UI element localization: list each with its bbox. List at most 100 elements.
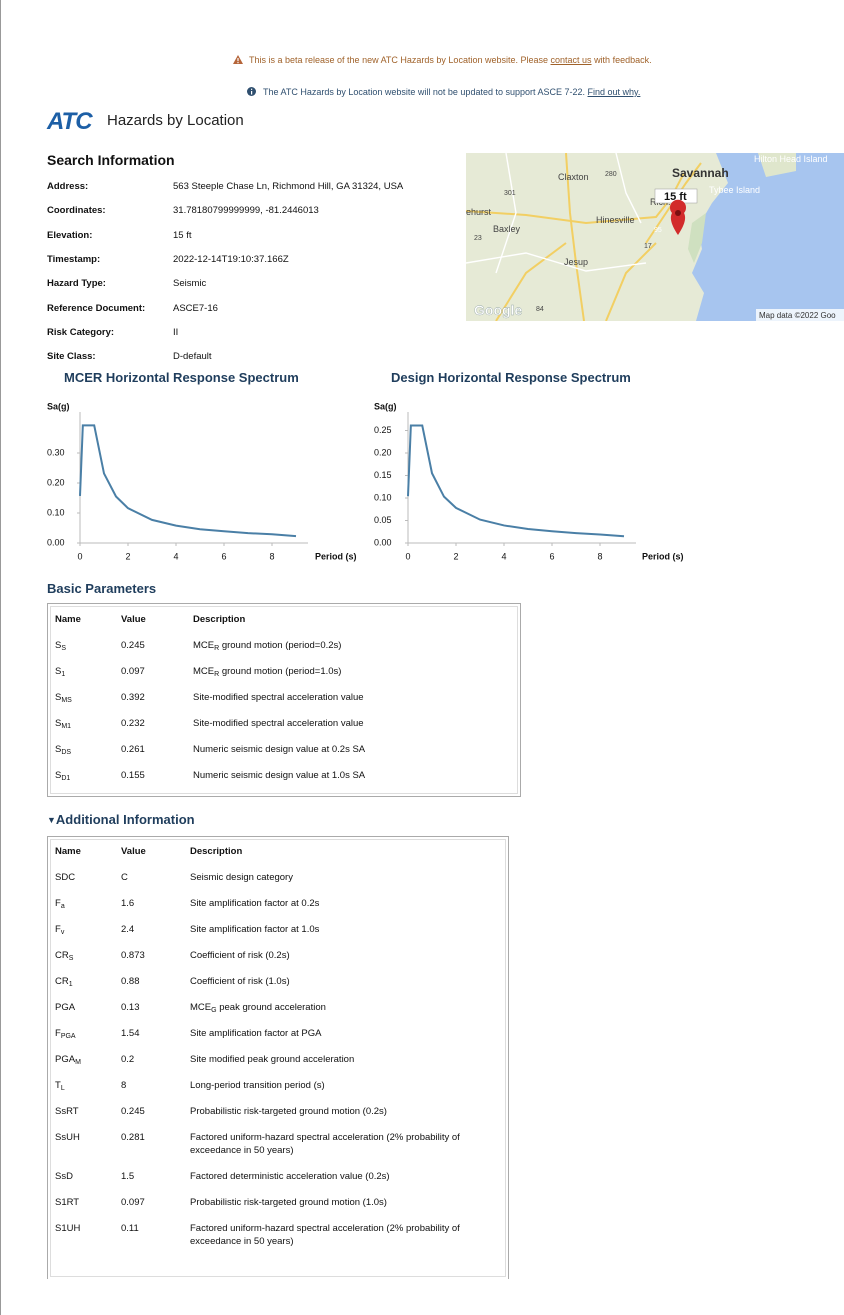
param-name: SM1 (55, 710, 121, 736)
section-title-text[interactable]: Additional Information (56, 812, 195, 827)
param-name: SD1 (55, 762, 121, 788)
cell-text: Numeric seismic design value at 1.0s SA (193, 770, 365, 781)
param-description: Probabilistic risk-targeted ground motio… (190, 1189, 490, 1215)
cell-text: Coefficient of risk (1.0s) (190, 976, 290, 987)
param-description: Site-modified spectral acceleration valu… (193, 684, 493, 710)
param-name: PGAM (55, 1046, 121, 1072)
map-label: Tybee Island (709, 185, 760, 195)
param-description: Site amplification factor at PGA (190, 1020, 490, 1046)
cell-text: Site amplification factor at 0.2s (190, 898, 319, 909)
x-tick-label: 2 (453, 551, 458, 561)
column-header: Value (121, 838, 190, 864)
param-name: SS (55, 632, 121, 658)
param-value: C (121, 864, 190, 890)
table-row: SD10.155Numeric seismic design value at … (55, 762, 493, 788)
cell-text: Site modified peak ground acceleration (190, 1054, 354, 1065)
column-header: Description (193, 606, 493, 632)
param-value: 0.281 (121, 1124, 190, 1163)
cell-text: 0.097 (121, 1197, 145, 1208)
param-value: 0.873 (121, 942, 190, 968)
cell-text: Site-modified spectral acceleration valu… (193, 718, 364, 729)
cell-text: SsRT (55, 1106, 79, 1117)
param-description: Site-modified spectral acceleration valu… (193, 710, 493, 736)
param-name: FPGA (55, 1020, 121, 1046)
table-row: S1RT0.097Probabilistic risk-targeted gro… (55, 1189, 490, 1215)
param-description: Long-period transition period (s) (190, 1072, 490, 1098)
cell-text: 0.261 (121, 744, 145, 755)
additional-table: NameValueDescriptionSDCCSeismic design c… (55, 838, 490, 1254)
param-name: SsUH (55, 1124, 121, 1163)
param-value: 0.155 (121, 762, 193, 788)
subscript: M (75, 1059, 81, 1066)
x-tick-label: 6 (221, 551, 226, 561)
x-tick-label: 0 (405, 551, 410, 561)
cell-text: PGA (55, 1002, 75, 1013)
map-label: Hilton Head Island (754, 154, 828, 164)
spectrum-line (80, 425, 296, 536)
collapse-arrow[interactable]: ▼ (47, 815, 56, 825)
text-part: ground motion (period=0.2s) (219, 640, 341, 651)
section-title[interactable]: ▼Additional Information (47, 812, 195, 827)
cell-text: C (121, 872, 128, 883)
param-value: 0.245 (121, 1098, 190, 1124)
cell-text: 1.5 (121, 1171, 134, 1182)
param-name: SsD (55, 1163, 121, 1189)
text-part: MCE (190, 1002, 211, 1013)
param-name: CRS (55, 942, 121, 968)
cell-text: 0.097 (121, 666, 145, 677)
param-value: 0.2 (121, 1046, 190, 1072)
map-attribution: Map data ©2022 Goo (759, 311, 836, 320)
x-tick-label: 4 (501, 551, 506, 561)
subscript: 1 (69, 981, 73, 988)
subscript: MS (61, 697, 72, 704)
cell-text: Numeric seismic design value at 0.2s SA (193, 744, 365, 755)
param-value: 0.261 (121, 736, 193, 762)
x-tick-label: 8 (269, 551, 274, 561)
cell-text: 1.6 (121, 898, 134, 909)
section-title: Basic Parameters (47, 581, 156, 596)
cell-text: 1.54 (121, 1028, 140, 1039)
table-row: S1UH0.11Factored uniform-hazard spectral… (55, 1215, 490, 1254)
cell-text: 0.11 (121, 1223, 139, 1234)
column-header: Name (55, 838, 121, 864)
table-row: CRS0.873Coefficient of risk (0.2s) (55, 942, 490, 968)
subscript: v (61, 929, 65, 936)
cell-text: SsD (55, 1171, 73, 1182)
text-part: CR (55, 950, 69, 961)
header-row: NameValueDescription (55, 606, 493, 632)
cell-text: 2.4 (121, 924, 134, 935)
x-tick-label: 0 (77, 551, 82, 561)
x-axis-label: Period (s) (642, 551, 684, 561)
param-name: SsRT (55, 1098, 121, 1124)
text-part: ground motion (period=1.0s) (219, 666, 341, 677)
y-tick-label: 0.05 (374, 515, 392, 525)
param-description: Numeric seismic design value at 1.0s SA (193, 762, 493, 788)
param-name: PGA (55, 994, 121, 1020)
text-part: peak ground acceleration (217, 1002, 326, 1013)
param-value: 0.097 (121, 658, 193, 684)
cell-text: 0.88 (121, 976, 140, 987)
param-value: 0.88 (121, 968, 190, 994)
param-value: 0.232 (121, 710, 193, 736)
param-description: MCEG peak ground acceleration (190, 994, 490, 1020)
cell-text: S1UH (55, 1223, 80, 1234)
param-description: MCER ground motion (period=0.2s) (193, 632, 493, 658)
column-header: Description (190, 838, 490, 864)
param-name: S1 (55, 658, 121, 684)
param-value: 2.4 (121, 916, 190, 942)
param-name: SMS (55, 684, 121, 710)
cell-text: Probabilistic risk-targeted ground motio… (190, 1106, 387, 1117)
param-description: Coefficient of risk (0.2s) (190, 942, 490, 968)
cell-text: Site amplification factor at PGA (190, 1028, 321, 1039)
column-header: Value (121, 606, 193, 632)
param-value: 8 (121, 1072, 190, 1098)
param-description: Numeric seismic design value at 0.2s SA (193, 736, 493, 762)
cell-text: Long-period transition period (s) (190, 1080, 325, 1091)
